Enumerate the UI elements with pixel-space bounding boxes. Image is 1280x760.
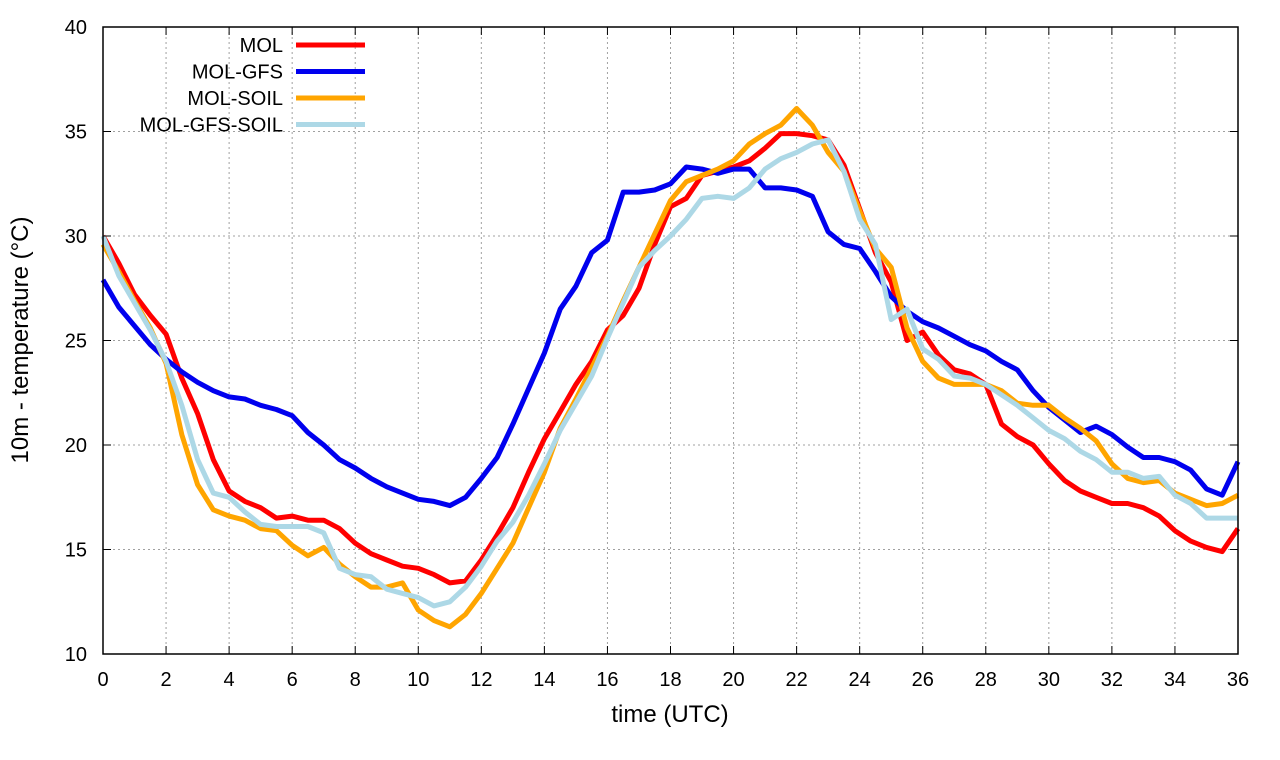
- x-tick-label: 14: [533, 669, 555, 691]
- x-axis-title: time (UTC): [611, 701, 728, 728]
- y-tick-label: 35: [65, 122, 87, 144]
- x-tick-label: 30: [1038, 669, 1060, 691]
- x-tick-label: 24: [849, 669, 871, 691]
- legend-label: MOL-GFS-SOIL: [140, 115, 283, 137]
- x-tick-label: 0: [97, 669, 108, 691]
- x-tick-label: 18: [659, 669, 681, 691]
- legend-label: MOL: [240, 35, 283, 57]
- axis-ticks: 0 2 4 6 8 10 12 14 16 18 20 22 24 26 28 30 32 34 361015202…: [65, 17, 1249, 691]
- grid: [103, 27, 1238, 654]
- x-tick-label: 6: [287, 669, 298, 691]
- x-tick-label: 8: [350, 669, 361, 691]
- y-tick-label: 40: [65, 17, 87, 39]
- x-tick-label: 36: [1227, 669, 1249, 691]
- x-tick-label: 12: [470, 669, 492, 691]
- x-tick-label: 28: [975, 669, 997, 691]
- legend-label: MOL-SOIL: [187, 88, 283, 110]
- series-lines: [100, 106, 1241, 630]
- y-tick-label: 20: [65, 435, 87, 457]
- y-axis-title: 10m - temperature (°C): [7, 217, 34, 464]
- x-tick-label: 22: [785, 669, 807, 691]
- series-line-mol-soil: [100, 106, 1240, 630]
- series-line-mol: [100, 131, 1241, 586]
- series-line-mol-gfs-soil: [100, 137, 1238, 609]
- y-tick-label: 15: [65, 540, 87, 562]
- x-tick-label: 26: [912, 669, 934, 691]
- x-tick-label: 32: [1101, 669, 1123, 691]
- y-tick-label: 10: [65, 644, 87, 666]
- x-tick-label: 4: [224, 669, 235, 691]
- x-tick-label: 20: [722, 669, 744, 691]
- y-tick-label: 30: [65, 226, 87, 248]
- legend-label: MOL-GFS: [192, 62, 283, 84]
- x-tick-label: 10: [407, 669, 429, 691]
- x-tick-label: 34: [1164, 669, 1186, 691]
- y-tick-label: 25: [65, 331, 87, 353]
- x-tick-label: 2: [160, 669, 171, 691]
- x-tick-label: 16: [596, 669, 618, 691]
- legend: MOL MOL-GFS MOL-SOIL MOL-GFS-SOIL: [140, 35, 365, 137]
